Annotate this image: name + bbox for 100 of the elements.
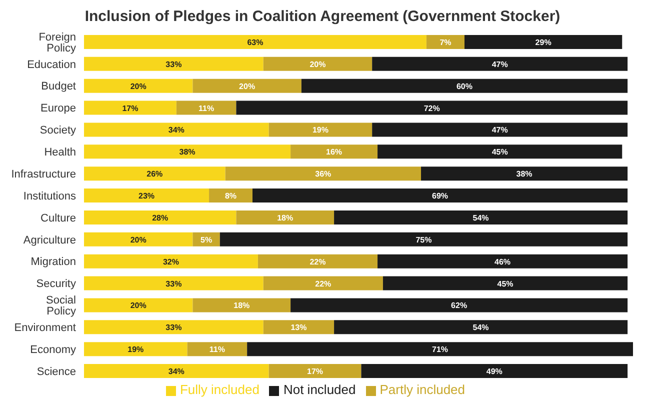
bar bbox=[268, 122, 372, 137]
y-tick-label: Institutions bbox=[23, 190, 76, 202]
data-label: 34% bbox=[168, 126, 184, 135]
bar bbox=[84, 254, 258, 268]
legend-label: Fully included bbox=[180, 382, 260, 397]
bar bbox=[263, 320, 334, 334]
bar bbox=[176, 100, 236, 115]
bar bbox=[225, 166, 422, 181]
data-label: 11% bbox=[198, 104, 214, 113]
data-label: 20% bbox=[130, 235, 146, 244]
data-label: 33% bbox=[166, 60, 182, 69]
chart-title: Inclusion of Pledges in Coalition Agreement (Government Stocker) bbox=[84, 8, 562, 25]
data-label: 20% bbox=[130, 82, 146, 91]
y-tick-label: Society bbox=[40, 124, 76, 137]
bar bbox=[84, 144, 291, 159]
data-label: 38% bbox=[516, 170, 532, 179]
y-tick-label: Culture bbox=[40, 212, 76, 224]
bar bbox=[301, 78, 628, 93]
data-label: 23% bbox=[138, 192, 155, 201]
bar bbox=[84, 78, 193, 93]
data-label: 62% bbox=[451, 301, 468, 310]
data-label: 69% bbox=[432, 192, 448, 201]
y-tick-label: Foreign Policy bbox=[38, 31, 76, 54]
bar bbox=[84, 122, 269, 137]
bar bbox=[263, 276, 383, 290]
data-label: 11% bbox=[209, 345, 225, 354]
bar bbox=[334, 320, 628, 334]
data-label: 45% bbox=[492, 148, 508, 157]
data-label: 63% bbox=[247, 38, 264, 47]
bar bbox=[84, 34, 426, 49]
y-tick-label: Infrastructure bbox=[11, 168, 76, 180]
bar bbox=[84, 188, 210, 203]
data-label: 13% bbox=[290, 323, 307, 332]
bar bbox=[84, 166, 226, 181]
data-label: 47% bbox=[492, 126, 508, 135]
data-label: 32% bbox=[162, 257, 179, 266]
legend-label: Not included bbox=[283, 382, 356, 397]
data-label: 22% bbox=[315, 279, 332, 288]
bar bbox=[84, 210, 236, 224]
bar bbox=[209, 188, 253, 203]
y-tick-label: Health bbox=[44, 146, 76, 159]
bar bbox=[84, 342, 188, 356]
bar bbox=[236, 210, 334, 224]
bar bbox=[236, 100, 628, 115]
data-label: 20% bbox=[130, 301, 146, 310]
bar bbox=[334, 210, 628, 224]
bar bbox=[378, 144, 622, 159]
data-label: 34% bbox=[168, 367, 184, 376]
bar bbox=[84, 276, 264, 290]
data-label: 8% bbox=[224, 192, 237, 201]
bar bbox=[361, 364, 628, 378]
data-label: 26% bbox=[146, 170, 163, 179]
y-tick-label: Science bbox=[36, 366, 76, 378]
data-label: 20% bbox=[239, 82, 256, 91]
data-label: 16% bbox=[326, 148, 342, 157]
bar bbox=[290, 144, 378, 159]
data-label: 49% bbox=[486, 367, 502, 376]
y-tick-label: Europe bbox=[40, 102, 76, 115]
data-label: 33% bbox=[166, 323, 182, 332]
data-label: 75% bbox=[416, 235, 432, 244]
bar bbox=[372, 122, 628, 137]
bar bbox=[192, 298, 291, 312]
data-label: 17% bbox=[307, 367, 324, 376]
y-tick-label: Security bbox=[36, 278, 76, 290]
bar bbox=[252, 188, 628, 203]
data-label: 19% bbox=[312, 126, 328, 135]
bar bbox=[378, 254, 628, 268]
data-label: 20% bbox=[310, 60, 326, 69]
y-tick-label: Migration bbox=[30, 256, 76, 268]
bar bbox=[268, 364, 362, 378]
data-label: 22% bbox=[310, 257, 326, 266]
bar bbox=[290, 298, 628, 312]
data-label: 54% bbox=[472, 323, 489, 332]
bar bbox=[187, 342, 248, 356]
y-tick-label: Budget bbox=[41, 80, 76, 93]
bar bbox=[382, 276, 628, 290]
y-tick-label: Economy bbox=[30, 344, 76, 356]
data-label: 28% bbox=[152, 213, 168, 222]
data-label: 19% bbox=[128, 345, 144, 354]
data-label: 71% bbox=[432, 345, 448, 354]
data-label: 38% bbox=[179, 148, 196, 157]
bar bbox=[84, 232, 193, 246]
data-label: 17% bbox=[122, 104, 138, 113]
data-label: 18% bbox=[234, 301, 250, 310]
data-label: 47% bbox=[492, 60, 508, 69]
y-tick-label: Education bbox=[27, 58, 76, 71]
data-label: 7% bbox=[440, 38, 452, 47]
data-label: 45% bbox=[497, 279, 514, 288]
bar bbox=[263, 56, 372, 71]
bar bbox=[258, 254, 378, 268]
data-label: 72% bbox=[424, 104, 440, 113]
bar bbox=[84, 320, 264, 334]
bar bbox=[421, 166, 628, 181]
bar bbox=[84, 100, 176, 115]
y-tick-label: Social Policy bbox=[46, 294, 76, 318]
y-tick-label: Agriculture bbox=[23, 234, 76, 246]
bar bbox=[247, 342, 633, 356]
data-label: 33% bbox=[166, 279, 182, 288]
bar bbox=[464, 34, 622, 49]
legend-label: Partly included bbox=[380, 382, 466, 397]
